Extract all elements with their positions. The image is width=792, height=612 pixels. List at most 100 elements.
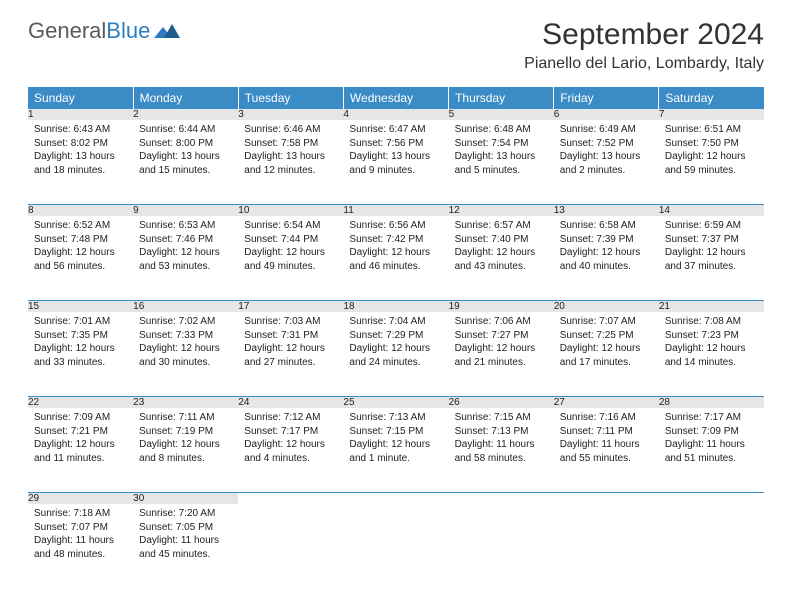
day-cell: Sunrise: 7:12 AMSunset: 7:17 PMDaylight:… [238,408,343,493]
logo-text-1: General [28,18,106,44]
daylight: Daylight: 13 hours and 2 minutes. [560,151,641,176]
weekday-header: Friday [554,87,659,109]
day-cell: Sunrise: 6:44 AMSunset: 8:00 PMDaylight:… [133,120,238,205]
sunset: Sunset: 7:58 PM [244,138,318,149]
day-cell [659,504,764,588]
sunset: Sunset: 7:39 PM [560,234,634,245]
day-cell: Sunrise: 7:06 AMSunset: 7:27 PMDaylight:… [449,312,554,397]
daylight: Daylight: 11 hours and 45 minutes. [139,535,219,560]
day-cell: Sunrise: 6:49 AMSunset: 7:52 PMDaylight:… [554,120,659,205]
day-cell: Sunrise: 7:15 AMSunset: 7:13 PMDaylight:… [449,408,554,493]
day-number: 14 [659,205,764,217]
weekday-header: Tuesday [238,87,343,109]
day-number: 28 [659,397,764,409]
sunrise: Sunrise: 6:49 AM [560,124,636,135]
day-cell: Sunrise: 6:54 AMSunset: 7:44 PMDaylight:… [238,216,343,301]
daylight: Daylight: 12 hours and 14 minutes. [665,343,746,368]
day-cell: Sunrise: 6:59 AMSunset: 7:37 PMDaylight:… [659,216,764,301]
sunrise: Sunrise: 7:02 AM [139,316,215,327]
sunset: Sunset: 7:21 PM [34,426,108,437]
day-cell: Sunrise: 7:18 AMSunset: 7:07 PMDaylight:… [28,504,133,588]
calendar-table: SundayMondayTuesdayWednesdayThursdayFrid… [28,87,764,588]
sunrise: Sunrise: 7:08 AM [665,316,741,327]
day-number: 1 [28,109,133,120]
sunrise: Sunrise: 6:52 AM [34,220,110,231]
sunset: Sunset: 7:42 PM [349,234,423,245]
weekday-header-row: SundayMondayTuesdayWednesdayThursdayFrid… [28,87,764,109]
day-number: 24 [238,397,343,409]
daylight: Daylight: 12 hours and 4 minutes. [244,439,325,464]
daylight: Daylight: 12 hours and 17 minutes. [560,343,641,368]
day-cell: Sunrise: 7:11 AMSunset: 7:19 PMDaylight:… [133,408,238,493]
sunset: Sunset: 7:25 PM [560,330,634,341]
day-cell: Sunrise: 6:56 AMSunset: 7:42 PMDaylight:… [343,216,448,301]
sunset: Sunset: 8:02 PM [34,138,108,149]
day-cell: Sunrise: 6:58 AMSunset: 7:39 PMDaylight:… [554,216,659,301]
sunset: Sunset: 7:35 PM [34,330,108,341]
day-cell [238,504,343,588]
day-number: 6 [554,109,659,120]
sunset: Sunset: 7:15 PM [349,426,423,437]
sunrise: Sunrise: 7:06 AM [455,316,531,327]
day-cell: Sunrise: 6:52 AMSunset: 7:48 PMDaylight:… [28,216,133,301]
daylight: Daylight: 11 hours and 58 minutes. [455,439,535,464]
daylight: Daylight: 12 hours and 8 minutes. [139,439,220,464]
daylight: Daylight: 12 hours and 40 minutes. [560,247,641,272]
day-number: 16 [133,301,238,313]
daylight: Daylight: 12 hours and 21 minutes. [455,343,536,368]
sunrise: Sunrise: 7:01 AM [34,316,110,327]
day-number: 9 [133,205,238,217]
day-number: 5 [449,109,554,120]
day-cell [554,504,659,588]
day-number: 23 [133,397,238,409]
day-number: 7 [659,109,764,120]
day-number: 27 [554,397,659,409]
daylight: Daylight: 12 hours and 56 minutes. [34,247,115,272]
sunset: Sunset: 7:37 PM [665,234,739,245]
day-number: 21 [659,301,764,313]
day-number: 11 [343,205,448,217]
sunrise: Sunrise: 6:47 AM [349,124,425,135]
day-number: 10 [238,205,343,217]
daylight: Daylight: 12 hours and 37 minutes. [665,247,746,272]
day-number: 13 [554,205,659,217]
sunrise: Sunrise: 6:54 AM [244,220,320,231]
day-number: 17 [238,301,343,313]
daylight: Daylight: 12 hours and 49 minutes. [244,247,325,272]
sunrise: Sunrise: 7:20 AM [139,508,215,519]
sunset: Sunset: 8:00 PM [139,138,213,149]
day-number: 25 [343,397,448,409]
day-cell: Sunrise: 6:53 AMSunset: 7:46 PMDaylight:… [133,216,238,301]
sunrise: Sunrise: 7:09 AM [34,412,110,423]
sunset: Sunset: 7:29 PM [349,330,423,341]
day-cell: Sunrise: 6:46 AMSunset: 7:58 PMDaylight:… [238,120,343,205]
sunrise: Sunrise: 6:48 AM [455,124,531,135]
daylight: Daylight: 12 hours and 1 minute. [349,439,430,464]
daylight: Daylight: 12 hours and 46 minutes. [349,247,430,272]
day-number: 29 [28,493,133,505]
day-number: 30 [133,493,238,505]
day-cell: Sunrise: 7:09 AMSunset: 7:21 PMDaylight:… [28,408,133,493]
daylight: Daylight: 12 hours and 43 minutes. [455,247,536,272]
sunset: Sunset: 7:05 PM [139,522,213,533]
day-number: 2 [133,109,238,120]
day-number: 15 [28,301,133,313]
daylight: Daylight: 12 hours and 30 minutes. [139,343,220,368]
logo-text-2: Blue [106,18,150,44]
sunset: Sunset: 7:46 PM [139,234,213,245]
sunset: Sunset: 7:33 PM [139,330,213,341]
sunrise: Sunrise: 7:13 AM [349,412,425,423]
logo: GeneralBlue [28,18,180,44]
daylight: Daylight: 11 hours and 55 minutes. [560,439,640,464]
sunset: Sunset: 7:09 PM [665,426,739,437]
sunset: Sunset: 7:56 PM [349,138,423,149]
sunrise: Sunrise: 7:15 AM [455,412,531,423]
day-cell: Sunrise: 6:47 AMSunset: 7:56 PMDaylight:… [343,120,448,205]
sunset: Sunset: 7:23 PM [665,330,739,341]
sunrise: Sunrise: 6:57 AM [455,220,531,231]
daylight: Daylight: 12 hours and 24 minutes. [349,343,430,368]
sunset: Sunset: 7:07 PM [34,522,108,533]
sunset: Sunset: 7:50 PM [665,138,739,149]
weekday-header: Saturday [659,87,764,109]
weekday-header: Monday [133,87,238,109]
